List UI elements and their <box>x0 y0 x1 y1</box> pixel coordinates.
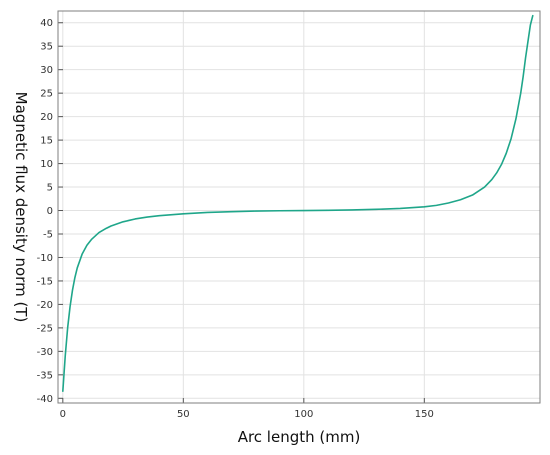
y-axis-title: Magnetic flux density norm (T) <box>12 92 30 323</box>
y-tick-label: 0 <box>47 206 53 217</box>
x-tick-label: 50 <box>177 409 190 420</box>
grid <box>58 11 540 403</box>
y-tick-label: -40 <box>37 394 53 405</box>
x-axis-title: Arc length (mm) <box>238 428 361 446</box>
y-tick-label: -30 <box>37 347 53 358</box>
y-tick-label: -35 <box>37 370 53 381</box>
y-tick-label: -20 <box>37 300 53 311</box>
x-tick-label: 100 <box>294 409 313 420</box>
series-layer <box>62 14 534 393</box>
x-tick-label: 150 <box>415 409 434 420</box>
y-tick-label: 30 <box>40 65 53 76</box>
y-tick-label: 40 <box>40 18 53 29</box>
y-tick-label: -15 <box>37 276 53 287</box>
x-tick-label: 0 <box>60 409 66 420</box>
y-tick-label: 25 <box>40 89 53 100</box>
y-tick-label: -5 <box>43 229 53 240</box>
y-tick-label: 10 <box>40 159 53 170</box>
series-line <box>62 14 534 393</box>
y-tick-label: -25 <box>37 323 53 334</box>
y-tick-label: 5 <box>47 183 53 194</box>
y-tick-label: 35 <box>40 42 53 53</box>
y-tick-label: 20 <box>40 112 53 123</box>
ticks: 0 50 100 150 -40 -35 -30 -25 -20 -15 -10 -5 0 5 10 15 20… <box>37 18 434 420</box>
y-tick-label: 15 <box>40 136 53 147</box>
y-tick-label: -10 <box>37 253 53 264</box>
plot-frame <box>57 10 541 404</box>
